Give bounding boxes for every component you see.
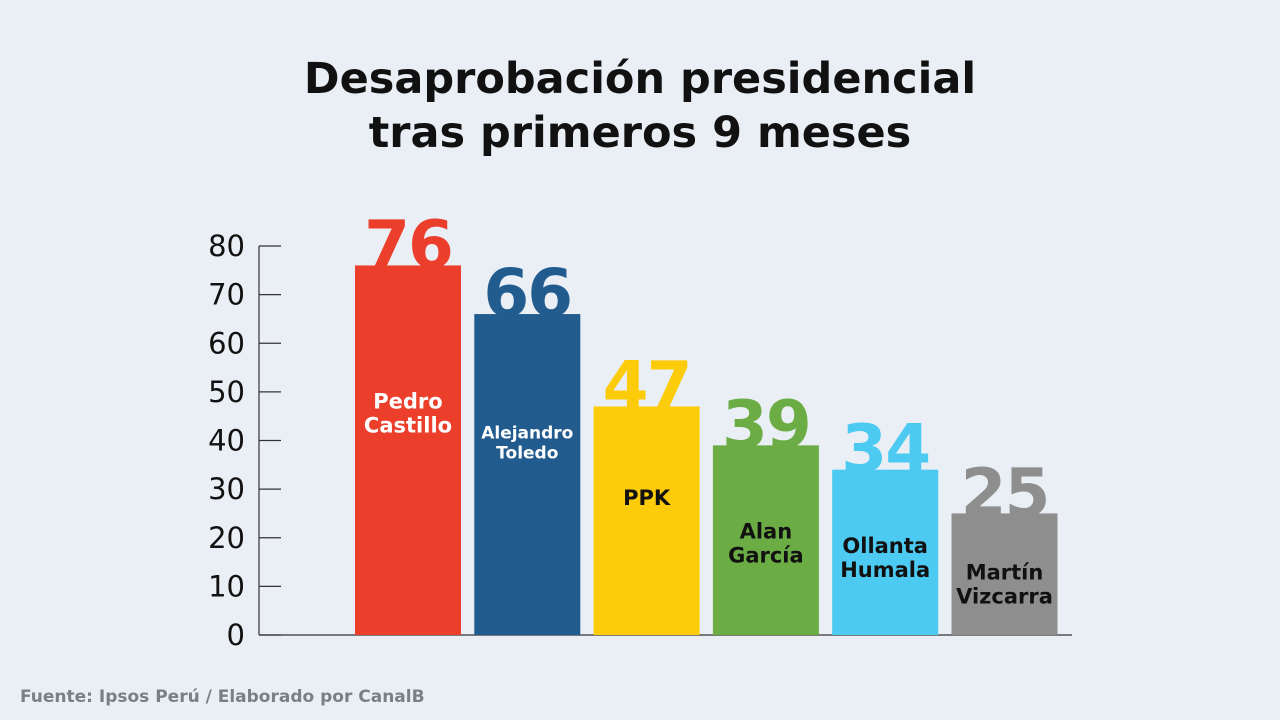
chart-title-line-1: Desaprobación presidencial — [303, 54, 977, 104]
bar — [712, 445, 819, 635]
y-tick-label: 80 — [208, 229, 245, 263]
y-tick-label: 10 — [208, 569, 245, 603]
source-note: Fuente: Ipsos Perú / Elaborado por Canal… — [20, 687, 425, 707]
chart-title-line-2: tras primeros 9 meses — [368, 108, 912, 158]
category-label: García — [728, 544, 804, 568]
category-label: Pedro — [373, 390, 442, 414]
y-tick-label: 70 — [208, 278, 245, 312]
y-tick-label: 0 — [227, 618, 245, 652]
y-tick-label: 40 — [208, 424, 245, 458]
category-label: PPK — [623, 486, 671, 510]
y-tick-label: 50 — [208, 375, 245, 409]
category-label: Martín — [966, 560, 1044, 584]
value-label: 34 — [841, 411, 929, 488]
bar — [951, 513, 1058, 635]
bar — [474, 314, 581, 635]
bar — [593, 406, 700, 635]
category-label: Ollanta — [842, 534, 928, 558]
value-label: 47 — [603, 347, 691, 424]
bars — [355, 265, 1058, 635]
category-label: Toledo — [496, 443, 558, 463]
value-label: 39 — [722, 386, 810, 463]
category-label: Castillo — [364, 414, 452, 438]
category-label: Alan — [740, 520, 793, 544]
value-label: 76 — [364, 206, 452, 283]
value-label: 66 — [483, 255, 571, 332]
y-tick-label: 20 — [208, 521, 245, 555]
y-tick-label: 60 — [208, 326, 245, 360]
bar — [355, 265, 461, 635]
category-label: Humala — [840, 558, 930, 582]
y-tick-label: 30 — [208, 472, 245, 506]
category-label: Alejandro — [481, 423, 573, 443]
value-label: 25 — [961, 454, 1049, 531]
chart-title: Desaprobación presidencial tras primeros… — [0, 52, 1280, 160]
y-axis: 0 10 20 30 40 50 60 70 80 — [208, 229, 1072, 652]
bar — [832, 469, 939, 635]
category-label: Vizcarra — [956, 584, 1053, 608]
